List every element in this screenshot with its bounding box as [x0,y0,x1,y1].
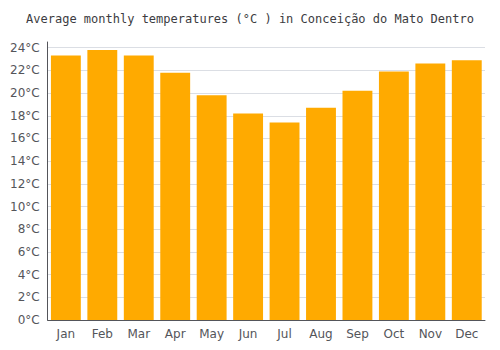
svg-text:Aug: Aug [309,327,332,341]
svg-text:8°C: 8°C [18,222,40,236]
svg-text:Nov: Nov [419,327,442,341]
svg-text:12°C: 12°C [10,177,40,191]
svg-text:Sep: Sep [346,327,369,341]
svg-text:24°C: 24°C [10,41,40,55]
svg-text:Jun: Jun [238,327,258,341]
svg-text:Mar: Mar [127,327,150,341]
svg-text:6°C: 6°C [18,245,40,259]
svg-text:Oct: Oct [384,327,405,341]
svg-text:Feb: Feb [92,327,113,341]
svg-text:22°C: 22°C [10,63,40,77]
svg-text:16°C: 16°C [10,131,40,145]
svg-text:14°C: 14°C [10,154,40,168]
svg-text:Jul: Jul [276,327,291,341]
svg-text:4°C: 4°C [18,268,40,282]
svg-text:2°C: 2°C [18,290,40,304]
svg-text:20°C: 20°C [10,86,40,100]
svg-text:May: May [199,327,224,341]
svg-text:Average monthly temperatures (: Average monthly temperatures (°C ) in Co… [26,12,474,26]
svg-text:Dec: Dec [455,327,478,341]
svg-text:18°C: 18°C [10,109,40,123]
svg-text:10°C: 10°C [10,200,40,214]
svg-text:Jan: Jan [56,327,76,341]
svg-text:0°C: 0°C [18,313,40,327]
svg-text:Apr: Apr [165,327,186,341]
